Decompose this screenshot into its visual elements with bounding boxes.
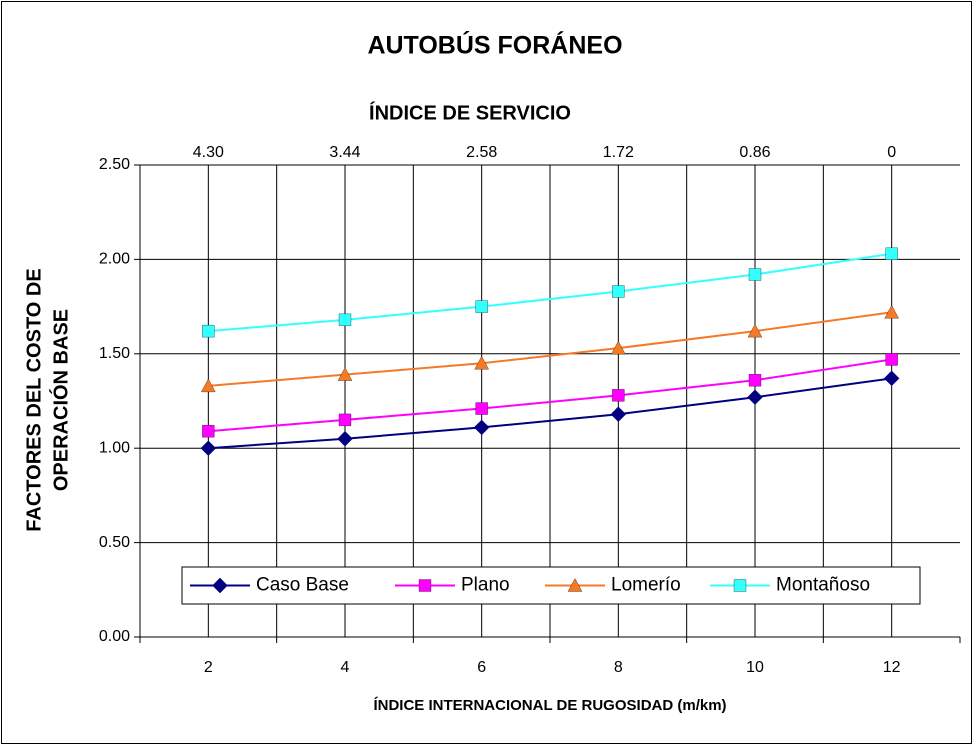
y-tick-label: 0.00 (99, 628, 130, 645)
top-tick-label: 4.30 (193, 144, 224, 161)
legend-marker (733, 579, 747, 592)
point (201, 378, 216, 393)
series-line (208, 252, 892, 333)
point (337, 367, 353, 381)
top-tick-label: 2.58 (466, 144, 497, 161)
point (611, 340, 626, 355)
top-tick-label: 3.44 (329, 144, 360, 161)
point (610, 406, 627, 422)
y-axis-label: OPERACIÓN BASE (48, 309, 72, 491)
point (200, 440, 217, 456)
legend-label: Caso Base (256, 575, 349, 596)
point (883, 370, 900, 387)
point (747, 389, 763, 405)
chart-title: AUTOBÚS FORÁNEO (367, 30, 622, 60)
x-tick-label: 4 (341, 659, 350, 676)
legend-label: Lomerío (611, 575, 681, 596)
point (337, 431, 353, 447)
x-tick-label: 12 (883, 659, 901, 676)
y-tick-label: 1.50 (99, 345, 130, 362)
y-axis-label: FACTORES DEL COSTO DE (23, 268, 45, 531)
point (473, 419, 490, 436)
point (748, 268, 762, 281)
legend-label: Plano (461, 575, 510, 596)
point (475, 402, 488, 415)
x-tick-label: 2 (204, 659, 213, 676)
point (612, 389, 625, 402)
top-tick-label: 0.86 (739, 144, 770, 161)
point (338, 313, 352, 326)
point (475, 300, 488, 313)
top-tick-label: 1.72 (603, 144, 634, 161)
point (748, 374, 762, 387)
y-tick-label: 2.00 (99, 251, 130, 268)
series-line (208, 358, 892, 433)
series-line (208, 311, 892, 387)
point (474, 355, 489, 370)
point (884, 304, 899, 319)
top-axis-label: ÍNDICE DE SERVICIO (369, 101, 571, 124)
legend-marker (418, 579, 432, 592)
series-line (208, 377, 892, 450)
point (612, 285, 625, 298)
legend-label: Montañoso (776, 575, 870, 596)
x-tick-label: 6 (477, 659, 486, 676)
point (338, 413, 352, 427)
top-tick-label: 0 (887, 144, 896, 161)
legend-marker (212, 577, 228, 594)
point (885, 353, 898, 366)
x-tick-label: 8 (614, 659, 623, 676)
point (885, 247, 898, 260)
x-axis-label: ÍNDICE INTERNACIONAL DE RUGOSIDAD (m/km) (373, 697, 726, 714)
y-tick-label: 2.50 (99, 156, 130, 173)
legend-marker (567, 578, 583, 592)
y-tick-label: 1.00 (99, 439, 130, 456)
point (747, 323, 763, 338)
x-tick-label: 10 (746, 659, 764, 676)
y-tick-label: 0.50 (99, 534, 130, 551)
point (202, 425, 215, 438)
point (202, 324, 215, 338)
